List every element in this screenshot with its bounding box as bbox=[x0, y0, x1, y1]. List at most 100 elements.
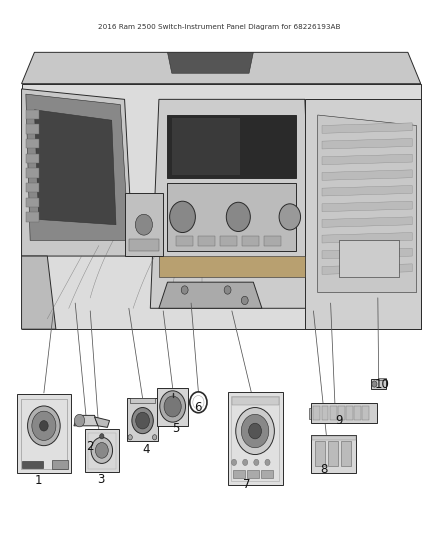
Polygon shape bbox=[322, 170, 412, 180]
Polygon shape bbox=[26, 154, 39, 163]
Polygon shape bbox=[311, 403, 377, 423]
Polygon shape bbox=[21, 52, 421, 84]
Circle shape bbox=[279, 204, 300, 230]
Circle shape bbox=[132, 408, 153, 434]
Polygon shape bbox=[322, 201, 412, 212]
Polygon shape bbox=[26, 198, 39, 207]
Polygon shape bbox=[341, 441, 351, 466]
Text: 10: 10 bbox=[374, 377, 389, 391]
Polygon shape bbox=[26, 183, 39, 192]
Polygon shape bbox=[127, 398, 158, 441]
Polygon shape bbox=[85, 430, 120, 472]
Polygon shape bbox=[167, 115, 296, 177]
Text: 6: 6 bbox=[194, 401, 201, 414]
Text: 4: 4 bbox=[142, 443, 150, 456]
Circle shape bbox=[254, 459, 259, 465]
Polygon shape bbox=[26, 168, 39, 177]
Polygon shape bbox=[157, 387, 188, 426]
Polygon shape bbox=[354, 407, 361, 419]
Polygon shape bbox=[242, 236, 259, 246]
Circle shape bbox=[95, 442, 108, 458]
Circle shape bbox=[39, 421, 48, 431]
Polygon shape bbox=[130, 398, 155, 403]
Polygon shape bbox=[198, 236, 215, 246]
Circle shape bbox=[100, 434, 104, 439]
Circle shape bbox=[224, 286, 231, 294]
Polygon shape bbox=[247, 470, 259, 478]
Polygon shape bbox=[21, 89, 133, 256]
Circle shape bbox=[181, 286, 188, 294]
Polygon shape bbox=[305, 99, 421, 329]
Polygon shape bbox=[328, 441, 338, 466]
Text: 5: 5 bbox=[173, 422, 180, 435]
Polygon shape bbox=[346, 407, 353, 419]
Circle shape bbox=[32, 411, 56, 440]
Polygon shape bbox=[228, 392, 283, 485]
Polygon shape bbox=[53, 460, 68, 469]
Polygon shape bbox=[220, 236, 237, 246]
Polygon shape bbox=[378, 378, 385, 380]
Polygon shape bbox=[74, 415, 98, 426]
Polygon shape bbox=[322, 248, 412, 259]
Polygon shape bbox=[167, 52, 253, 73]
Circle shape bbox=[135, 214, 152, 235]
Polygon shape bbox=[362, 407, 369, 419]
Polygon shape bbox=[322, 154, 412, 165]
Circle shape bbox=[265, 459, 270, 465]
Polygon shape bbox=[371, 379, 386, 389]
Circle shape bbox=[160, 391, 186, 422]
Polygon shape bbox=[315, 441, 325, 466]
Polygon shape bbox=[26, 124, 39, 134]
Polygon shape bbox=[176, 236, 193, 246]
Circle shape bbox=[128, 435, 132, 440]
Polygon shape bbox=[322, 139, 412, 149]
Circle shape bbox=[372, 381, 377, 387]
Circle shape bbox=[249, 423, 261, 439]
Circle shape bbox=[28, 406, 60, 446]
Circle shape bbox=[241, 414, 269, 448]
Circle shape bbox=[164, 396, 181, 417]
Polygon shape bbox=[330, 407, 337, 419]
Polygon shape bbox=[314, 407, 320, 419]
Polygon shape bbox=[22, 461, 43, 467]
Polygon shape bbox=[233, 470, 245, 478]
Polygon shape bbox=[26, 94, 129, 240]
Polygon shape bbox=[322, 217, 412, 227]
Polygon shape bbox=[232, 397, 279, 405]
Polygon shape bbox=[172, 118, 240, 175]
Polygon shape bbox=[322, 123, 412, 133]
Circle shape bbox=[243, 459, 248, 465]
Polygon shape bbox=[26, 110, 39, 119]
Polygon shape bbox=[26, 139, 39, 149]
Polygon shape bbox=[95, 417, 110, 427]
Polygon shape bbox=[322, 185, 412, 196]
Polygon shape bbox=[318, 115, 417, 293]
Polygon shape bbox=[26, 212, 39, 222]
Polygon shape bbox=[159, 256, 305, 277]
Circle shape bbox=[241, 296, 248, 305]
Polygon shape bbox=[312, 436, 356, 440]
Text: 2: 2 bbox=[86, 440, 94, 453]
Polygon shape bbox=[311, 435, 357, 473]
Circle shape bbox=[136, 412, 149, 429]
Polygon shape bbox=[322, 232, 412, 243]
Text: 7: 7 bbox=[243, 478, 251, 491]
Circle shape bbox=[236, 408, 274, 455]
Polygon shape bbox=[264, 236, 281, 246]
Text: 3: 3 bbox=[97, 473, 105, 486]
Polygon shape bbox=[21, 256, 56, 329]
Polygon shape bbox=[21, 84, 421, 329]
Polygon shape bbox=[124, 193, 163, 256]
Circle shape bbox=[231, 459, 237, 465]
Circle shape bbox=[170, 201, 195, 232]
Polygon shape bbox=[129, 239, 159, 251]
Text: 9: 9 bbox=[336, 414, 343, 427]
Circle shape bbox=[91, 437, 113, 463]
Circle shape bbox=[152, 435, 157, 440]
Text: 8: 8 bbox=[321, 463, 328, 475]
Text: 1: 1 bbox=[35, 474, 42, 487]
Circle shape bbox=[226, 202, 251, 231]
Polygon shape bbox=[150, 99, 314, 308]
Polygon shape bbox=[261, 470, 273, 478]
Circle shape bbox=[74, 414, 85, 427]
